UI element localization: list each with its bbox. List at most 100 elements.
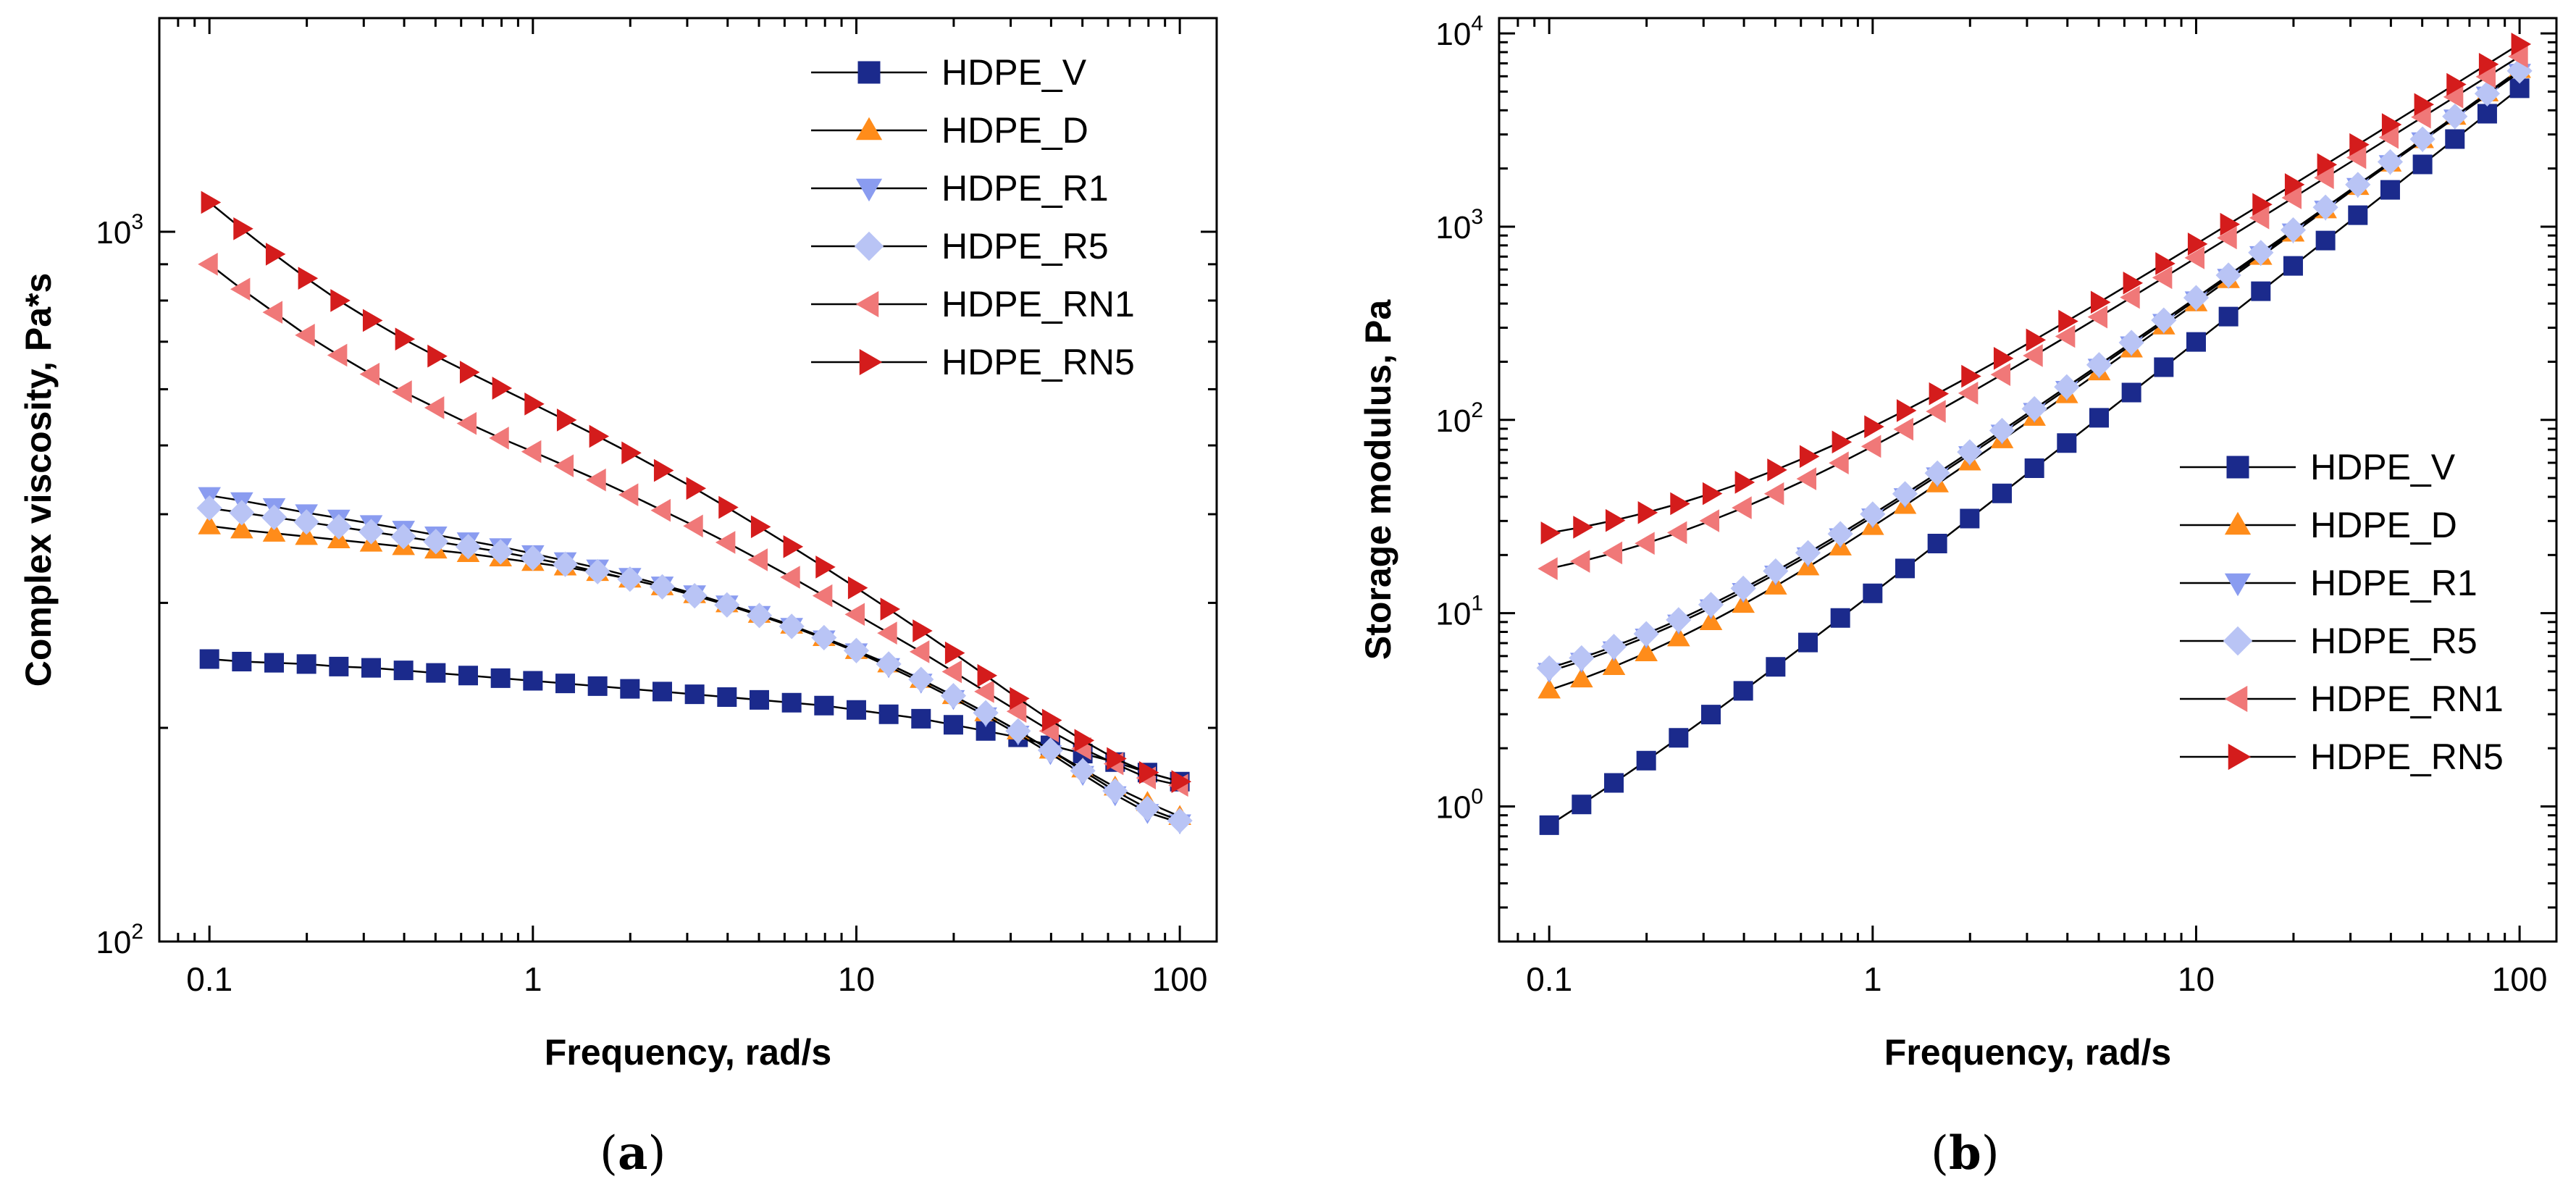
data-point [1604,773,1624,793]
data-point [298,267,319,290]
data-point [1698,592,1724,618]
legend-label: HDPE_R1 [941,168,1109,209]
data-point [1573,516,1593,539]
data-point [1924,460,1950,486]
series-RN5 [1540,33,2532,545]
data-point [1167,808,1193,834]
data-point [2377,148,2404,175]
data-point [455,534,482,560]
data-point [681,583,708,609]
data-point [2412,154,2433,175]
data-point [1763,482,1784,506]
data-point [686,477,707,500]
legend-label: HDPE_V [941,52,1087,93]
data-point [779,613,805,640]
caption-a-letter: a [617,1126,648,1181]
data-point [2314,166,2334,190]
data-point [1958,382,1979,405]
y-axis: 102 103 Complex viscosity, Pa*s [18,17,1217,960]
x-tick-label: 1 [524,960,542,998]
data-point [492,377,513,400]
data-point [2218,306,2239,327]
data-point [2090,290,2111,314]
data-point [395,327,416,351]
x-tick-label: 1 [1863,960,1882,998]
data-point [1734,471,1755,494]
data-point [556,408,577,432]
data-point [621,441,642,465]
data-point [233,217,253,240]
data-point [427,344,448,368]
data-point [1010,687,1030,710]
data-point [1666,521,1687,545]
data-point [780,566,800,589]
data-point [2249,206,2270,230]
legend-label: HDPE_RN1 [941,284,1135,324]
data-point [2252,193,2273,217]
y-axis-label: Complex viscosity, Pa*s [18,273,59,687]
data-point [1733,681,1753,701]
data-point [943,715,963,735]
data-point [650,498,671,522]
data-point [489,427,509,450]
data-point [552,551,579,577]
data-point [2446,72,2467,96]
data-point [1570,667,1593,688]
data-point [1605,508,1626,532]
data-point [521,440,542,464]
data-point [812,584,833,608]
data-point [555,674,575,694]
data-point [490,668,511,688]
data-point [230,518,253,539]
data-point [2186,332,2206,352]
data-point [2086,352,2113,378]
data-point [589,424,610,448]
data-point [293,509,319,535]
x-tick-label: 100 [2492,960,2548,998]
data-point [553,454,574,477]
data-point [1961,364,1981,388]
legend-marker [857,61,881,84]
y-axis: 100 101 102 103 104 Storage modulus, Pa [1358,12,2556,943]
data-point [1037,737,1064,763]
legend-label: HDPE_RN5 [2310,737,2504,777]
data-point [1732,592,1755,613]
data-point [326,513,352,540]
data-point [2152,266,2173,290]
legend-item: HDPE_R5 [2180,621,2478,661]
data-point [1767,458,1787,482]
data-point [1860,501,1886,527]
data-point [361,658,382,678]
data-point [1989,417,2015,444]
data-point [1929,382,1950,406]
legend: HDPE_V HDPE_D HDPE_R1 HDPE_R5 HDPE_RN1 HDPE_R… [2180,447,2504,777]
data-point [1602,655,1626,676]
data-point [2380,180,2400,200]
data-point [1827,521,1853,547]
legend-item: HDPE_V [2180,447,2456,487]
data-point [844,603,865,626]
data-point [330,289,351,312]
data-point [750,515,771,539]
legend-marker [2228,743,2252,771]
data-point [1895,558,1915,579]
data-point [1536,655,1562,682]
legend-label: HDPE_RN1 [2310,679,2504,719]
series-line [209,525,1180,818]
data-point [974,680,994,703]
data-point [1990,363,2011,386]
data-point [1540,521,1561,545]
data-point [878,704,899,724]
data-point [295,524,318,545]
data-point [199,649,219,669]
series-V [1539,78,2530,835]
data-point [1766,657,1786,677]
data-point [1005,718,1031,744]
data-point [392,380,412,403]
legend-marker [2224,573,2252,597]
data-point [1600,634,1627,660]
data-point [1006,700,1027,724]
data-point [1926,400,1946,423]
data-point [1927,534,1947,553]
